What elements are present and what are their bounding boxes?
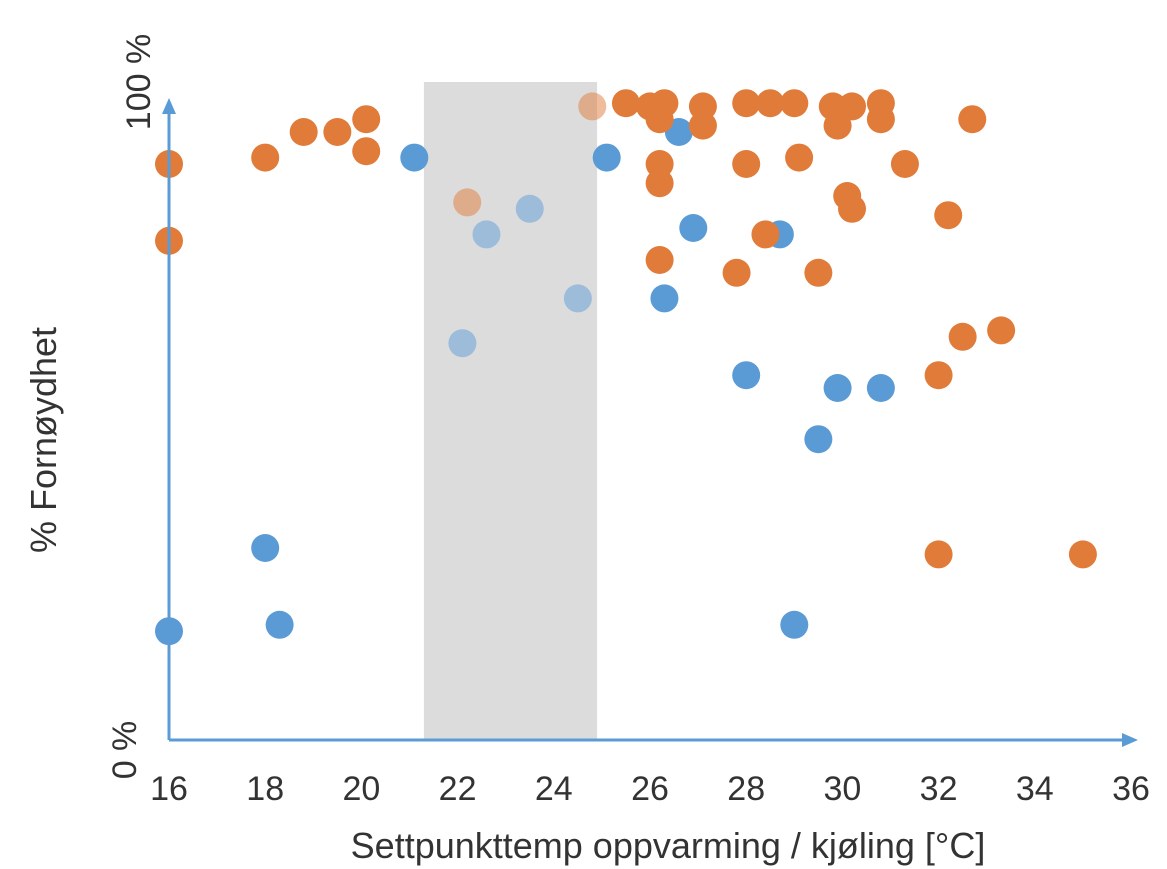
data-point-series-1 <box>592 143 621 172</box>
data-point-series-1 <box>448 329 477 358</box>
data-point-series-1 <box>563 284 592 313</box>
x-tick-label: 34 <box>1016 770 1054 808</box>
x-axis-title: Settpunkttemp oppvarming / kjøling [°C] <box>351 825 986 866</box>
y-axis-title: % Fornøydhet <box>23 327 64 553</box>
data-point-series-1 <box>265 610 294 639</box>
x-tick-label: 36 <box>1112 770 1150 808</box>
x-tick-label: 28 <box>727 770 765 808</box>
y-axis-arrow <box>162 98 176 114</box>
data-point-series-2 <box>578 92 607 121</box>
data-point-series-1 <box>251 534 280 562</box>
data-point-series-1 <box>732 361 761 390</box>
x-tick-label: 30 <box>823 770 861 808</box>
data-point-series-2 <box>645 169 674 198</box>
data-point-series-1 <box>823 374 852 402</box>
points-layer <box>155 89 1097 646</box>
data-point-series-2 <box>732 150 761 178</box>
x-tick-label: 20 <box>342 770 380 808</box>
data-point-series-1 <box>650 284 679 313</box>
x-tick-label: 32 <box>920 770 958 808</box>
data-point-series-2 <box>751 220 780 249</box>
data-point-series-2 <box>924 361 953 390</box>
data-point-series-2 <box>948 322 977 351</box>
data-point-series-2 <box>838 92 867 121</box>
x-tick-label: 18 <box>246 770 284 808</box>
x-tick-label: 22 <box>439 770 477 808</box>
data-point-series-2 <box>453 188 482 217</box>
data-point-series-2 <box>823 111 852 140</box>
data-point-series-2 <box>732 89 761 118</box>
data-point-series-2 <box>838 194 867 223</box>
data-point-series-2 <box>251 143 280 172</box>
y-tick-label-min: 0 % <box>106 721 144 780</box>
x-axis-arrow <box>1122 733 1138 747</box>
x-tick-label: 26 <box>631 770 669 808</box>
data-point-series-2 <box>352 137 381 166</box>
data-point-series-2 <box>866 105 895 134</box>
data-point-series-2 <box>650 89 679 118</box>
data-point-series-2 <box>688 111 717 140</box>
data-point-series-2 <box>756 89 785 118</box>
data-point-series-2 <box>987 316 1016 345</box>
y-tick-label-max: 100 % <box>120 34 158 130</box>
x-tick-label: 24 <box>535 770 573 808</box>
data-point-series-2 <box>289 118 318 146</box>
data-point-series-1 <box>515 194 544 223</box>
data-point-series-2 <box>934 201 963 230</box>
data-point-series-2 <box>1068 540 1097 569</box>
data-point-series-1 <box>679 214 708 242</box>
data-point-series-2 <box>722 258 751 287</box>
shaded-band <box>423 82 598 740</box>
data-point-series-2 <box>924 540 953 569</box>
data-point-series-2 <box>688 92 717 121</box>
data-point-series-1 <box>866 374 895 402</box>
data-point-series-2 <box>780 89 809 118</box>
data-point-series-1 <box>472 220 501 249</box>
data-point-series-1 <box>400 143 429 172</box>
x-tick-labels: 16 18 20 22 24 26 28 30 32 34 36 <box>150 770 1150 808</box>
data-point-series-2 <box>785 143 814 172</box>
data-point-series-2 <box>352 105 381 134</box>
data-point-series-2 <box>645 246 674 274</box>
data-point-series-2 <box>804 258 833 287</box>
data-point-series-2 <box>611 89 640 118</box>
data-point-series-1 <box>804 425 833 454</box>
data-point-series-2 <box>645 150 674 178</box>
data-point-series-2 <box>323 118 352 146</box>
data-point-series-2 <box>958 105 987 134</box>
data-point-series-2 <box>890 150 919 178</box>
data-point-series-1 <box>780 610 809 639</box>
x-tick-label: 16 <box>150 770 188 808</box>
